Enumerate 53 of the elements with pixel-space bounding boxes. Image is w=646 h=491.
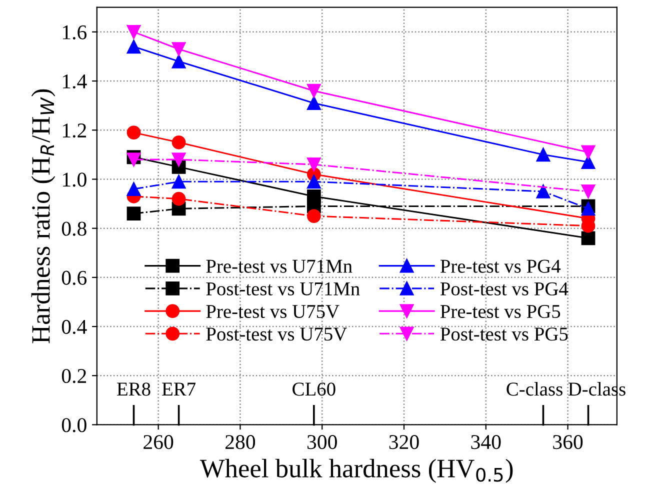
- y-tick-label: 0.6: [62, 270, 87, 285]
- x-tick-label: 340: [471, 435, 501, 450]
- x-tick-label: 260: [144, 435, 174, 450]
- point: [581, 202, 596, 216]
- point: [581, 184, 596, 198]
- point: [126, 40, 141, 54]
- x-tick-label: 320: [389, 435, 419, 450]
- point: [306, 174, 321, 189]
- point: [126, 182, 141, 196]
- x-tick-label: 300: [307, 435, 337, 450]
- legend-label: Post-test vs U75V: [206, 328, 347, 341]
- point: [126, 152, 141, 167]
- legend-label: Pre-test vs U75V: [206, 305, 340, 318]
- annotation: CL60: [292, 382, 336, 396]
- y-axis-title: Hardness ratio (H$_{R}$/H$_{W}$): [31, 89, 56, 344]
- point: [172, 54, 186, 68]
- y-tick-label: 0.4: [62, 320, 87, 334]
- point: [126, 24, 141, 39]
- x-tick-label: 360: [553, 435, 583, 450]
- point: [536, 148, 550, 162]
- point: [581, 231, 596, 246]
- legend-label: Post-test vs PG5: [440, 328, 568, 341]
- legend-label: Post-test vs U71Mn: [206, 282, 360, 296]
- y-tick-label: 1.0: [62, 172, 86, 187]
- point: [172, 42, 186, 56]
- legend-label: Post-test vs PG4: [440, 282, 568, 296]
- point: [581, 145, 596, 160]
- legend-label: Pre-test vs PG5: [440, 304, 560, 318]
- y-tick-label: 0.0: [62, 418, 86, 432]
- y-tick-label: 1.4: [62, 74, 87, 89]
- y-tick-label: 1.2: [62, 124, 86, 138]
- y-tick-label: 0.8: [62, 222, 86, 236]
- legend-label: Pre-test vs PG4: [440, 260, 561, 273]
- point: [126, 206, 141, 221]
- point: [172, 174, 186, 189]
- point: [536, 184, 550, 198]
- y-tick-label: 1.6: [62, 25, 87, 40]
- point: [126, 126, 141, 140]
- x-tick-label: 280: [226, 435, 256, 450]
- point: [172, 192, 186, 206]
- point: [172, 135, 186, 150]
- point: [306, 84, 321, 98]
- point: [306, 96, 321, 110]
- point: [306, 158, 321, 172]
- point: [581, 155, 596, 169]
- x-axis-title: Wheel bulk hardness (HV$_{0.5}$): [200, 458, 513, 483]
- annotation: ER8: [117, 382, 150, 396]
- annotation: ER7: [162, 382, 196, 396]
- y-tick-label: 0.2: [62, 368, 86, 384]
- legend-label: Pre-test vs U71Mn: [206, 260, 352, 273]
- point: [172, 152, 186, 167]
- annotation: C-class: [506, 382, 562, 396]
- point: [306, 209, 321, 223]
